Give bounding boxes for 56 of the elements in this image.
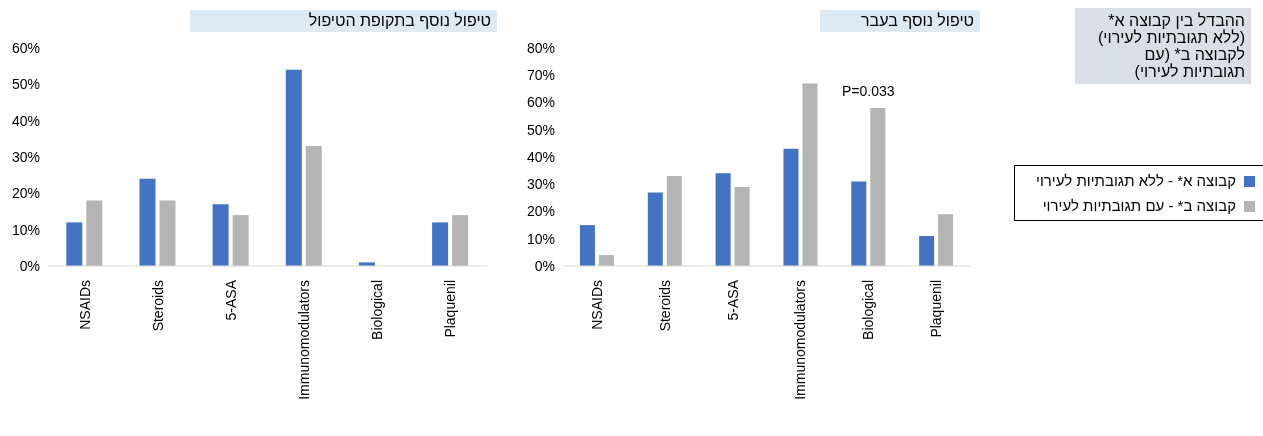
bar [919,236,935,266]
bar [647,192,663,266]
x-tick-label: NSAIDs [76,280,93,330]
bar [452,215,469,266]
x-tick-label: Steroids [149,280,166,332]
x-tick-label: Biological [369,280,386,340]
x-tick-label: NSAIDs [588,280,605,330]
chart-title: טיפול נוסף בתקופת הטיפול [190,10,497,32]
x-tick-label: Plaquenil [442,280,459,338]
y-tick-label: 30% [526,176,555,193]
bar [212,204,229,266]
bar [285,69,302,266]
y-tick-label: 0% [19,257,40,274]
y-tick-label: 70% [526,67,555,84]
bar [232,215,249,266]
bar [938,214,954,266]
y-tick-label: 40% [11,112,40,129]
y-tick-label: 10% [526,230,555,247]
y-tick-label: 50% [11,76,40,93]
bar [66,222,83,266]
bar [579,225,595,266]
y-tick-label: 50% [526,121,555,138]
x-tick-label: Immunomodulators [296,280,313,400]
chart-title: טיפול נוסף בעבר [820,10,980,32]
bar [598,255,614,266]
x-tick-label: 5-ASA [724,279,741,321]
y-tick-label: 20% [526,203,555,220]
y-tick-label: 60% [526,94,555,111]
x-tick-label: Steroids [656,280,673,332]
bar [666,176,682,266]
y-tick-label: 80% [526,39,555,56]
bar [851,181,867,266]
x-tick-label: Immunomodulators [792,280,809,400]
y-tick-label: 20% [11,185,40,202]
y-tick-label: 60% [11,39,40,56]
legend-label: קבוצה ב* - עם תגובתיות לעירוי [1042,197,1236,214]
bar [802,83,818,266]
bar [783,148,799,266]
y-tick-label: 40% [526,148,555,165]
bar [734,186,750,266]
bar [305,146,322,266]
text: ההבדל בין קבוצה א* (ללא תגובתיות לעירוי) לקבוצה ב* (עם תגובתיות לעירוי) [1075,8,1251,84]
x-tick-label: 5-ASA [222,279,239,321]
bar [86,200,103,266]
bar [432,222,449,266]
bar [159,200,176,266]
legend-label: קבוצה א* - ללא תגובתיות לעירוי [1036,172,1236,189]
annotation: P=0.033 [841,82,895,99]
y-tick-label: 0% [534,257,555,274]
bar [715,173,731,266]
bar [139,178,156,266]
x-tick-label: Biological [860,280,877,340]
y-tick-label: 10% [11,221,40,238]
x-tick-label: Plaquenil [928,280,945,338]
bar [870,107,886,266]
y-tick-label: 30% [11,148,40,165]
